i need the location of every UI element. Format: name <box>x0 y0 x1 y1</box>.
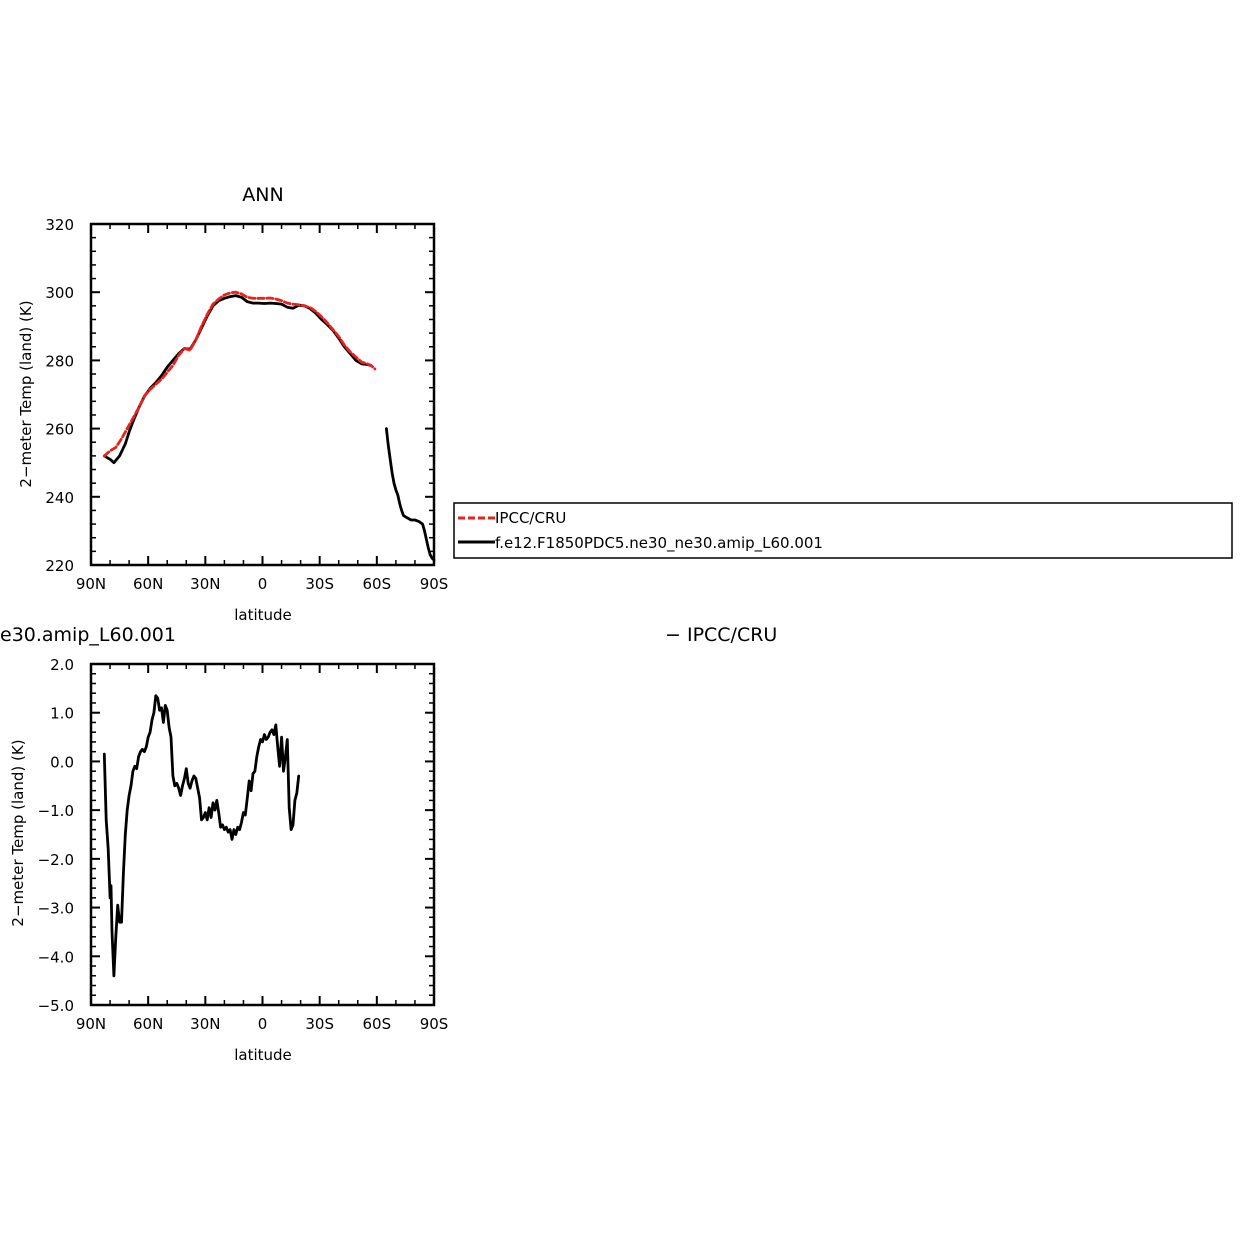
top-x-tick-label: 90N <box>76 575 106 593</box>
top-plot-title: ANN <box>242 184 283 206</box>
bottom-x-tick-label: 90S <box>420 1015 449 1033</box>
top-y-tick-label: 300 <box>45 284 74 302</box>
bottom-x-tick-label: 90N <box>76 1015 106 1033</box>
legend-label-ipcc-cru: IPCC/CRU <box>495 509 566 527</box>
temperature-panel: ANN latitude 2−meter Temp (land) (K) 90N… <box>17 184 448 624</box>
bottom-y-tick-label: −1.0 <box>38 802 74 820</box>
bottom-x-tick-label: 0 <box>258 1015 268 1033</box>
legend-box <box>453 502 1233 559</box>
bottom-y-tick-label: 1.0 <box>50 705 74 723</box>
bottom-x-axis-label: latitude <box>234 1046 292 1064</box>
bottom-plot-right-title: − IPCC/CRU <box>665 624 777 646</box>
bottom-y-tick-label: 0.0 <box>50 753 74 771</box>
bottom-y-tick-label: −4.0 <box>38 948 74 966</box>
bottom-y-tick-label: −5.0 <box>38 997 74 1015</box>
top-y-tick-label: 220 <box>45 557 74 575</box>
top-y-axis-label: 2−meter Temp (land) (K) <box>17 300 35 487</box>
top-y-tick-label: 240 <box>45 489 74 507</box>
top-y-tick-label: 280 <box>45 352 74 370</box>
top-y-tick-label: 320 <box>45 216 74 234</box>
top-series-0-line <box>102 290 377 458</box>
bottom-plot-frame <box>89 662 436 1007</box>
top-x-axis-label: latitude <box>234 606 292 624</box>
top-x-tick-label: 30S <box>305 575 334 593</box>
bottom-x-tick-label: 30S <box>305 1015 334 1033</box>
bottom-x-tick-label: 60S <box>363 1015 392 1033</box>
bottom-y-axis-label: 2−meter Temp (land) (K) <box>9 739 27 926</box>
bottom-series-0-line <box>102 694 301 978</box>
bottom-plot-title: e30.amip_L60.001 <box>0 624 176 646</box>
top-tick-labels: 90N 60N 30N 0 30S 60S 90S 220 240 260 280 300 320 <box>45 216 448 593</box>
difference-panel: e30.amip_L60.001 − IPCC/CRU latitude 2−m… <box>0 624 777 1064</box>
bottom-ticks <box>90 663 435 1006</box>
bottom-series-lines <box>102 694 301 978</box>
top-x-tick-label: 90S <box>420 575 449 593</box>
top-x-tick-label: 60N <box>133 575 163 593</box>
top-ticks <box>90 223 435 566</box>
bottom-y-tick-label: −3.0 <box>38 900 74 918</box>
bottom-y-tick-label: 2.0 <box>50 656 74 674</box>
top-x-tick-label: 60S <box>363 575 392 593</box>
top-y-tick-label: 260 <box>45 421 74 439</box>
bottom-y-tick-label: −2.0 <box>38 851 74 869</box>
top-x-tick-label: 30N <box>190 575 220 593</box>
bottom-x-tick-label: 60N <box>133 1015 163 1033</box>
bottom-tick-labels: 90N 60N 30N 0 30S 60S 90S −5.0 −4.0 −3.0 −2.0 −1.0 0… <box>38 656 449 1033</box>
bottom-x-tick-label: 30N <box>190 1015 220 1033</box>
top-series-1-line <box>384 427 436 562</box>
top-plot-frame <box>89 222 436 567</box>
top-series-lines <box>102 290 436 562</box>
top-x-tick-label: 0 <box>258 575 268 593</box>
legend-label-model: f.e12.F1850PDC5.ne30_ne30.amip_L60.001 <box>495 534 823 553</box>
top-series-1-line <box>102 294 373 465</box>
legend: IPCC/CRU f.e12.F1850PDC5.ne30_ne30.amip_… <box>453 502 1233 559</box>
